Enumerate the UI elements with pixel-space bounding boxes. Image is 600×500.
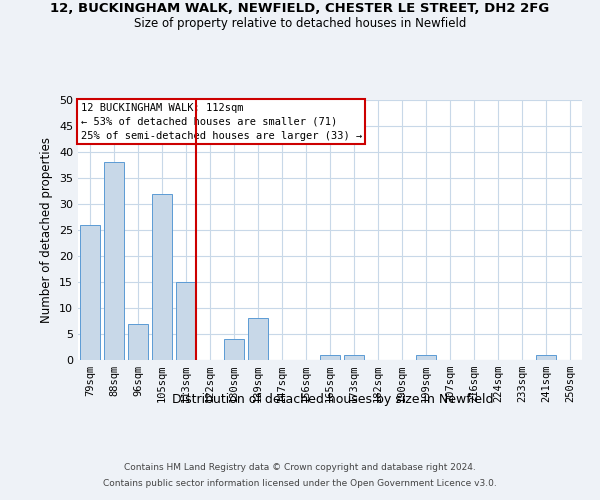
Bar [344, 355, 364, 360]
Bar [80, 225, 100, 360]
Text: Contains HM Land Registry data © Crown copyright and database right 2024.: Contains HM Land Registry data © Crown c… [124, 464, 476, 472]
Bar [536, 355, 556, 360]
Bar [224, 339, 244, 360]
Text: Distribution of detached houses by size in Newfield: Distribution of detached houses by size … [172, 392, 494, 406]
Bar [248, 318, 268, 360]
Text: 12, BUCKINGHAM WALK, NEWFIELD, CHESTER LE STREET, DH2 2FG: 12, BUCKINGHAM WALK, NEWFIELD, CHESTER L… [50, 2, 550, 16]
Bar [176, 282, 196, 360]
Bar [320, 355, 340, 360]
Text: Contains public sector information licensed under the Open Government Licence v3: Contains public sector information licen… [103, 478, 497, 488]
Bar [152, 194, 172, 360]
Bar [416, 355, 436, 360]
Bar [128, 324, 148, 360]
Text: 12 BUCKINGHAM WALK: 112sqm
← 53% of detached houses are smaller (71)
25% of semi: 12 BUCKINGHAM WALK: 112sqm ← 53% of deta… [80, 102, 362, 141]
Y-axis label: Number of detached properties: Number of detached properties [40, 137, 53, 323]
Text: Size of property relative to detached houses in Newfield: Size of property relative to detached ho… [134, 18, 466, 30]
Bar [104, 162, 124, 360]
